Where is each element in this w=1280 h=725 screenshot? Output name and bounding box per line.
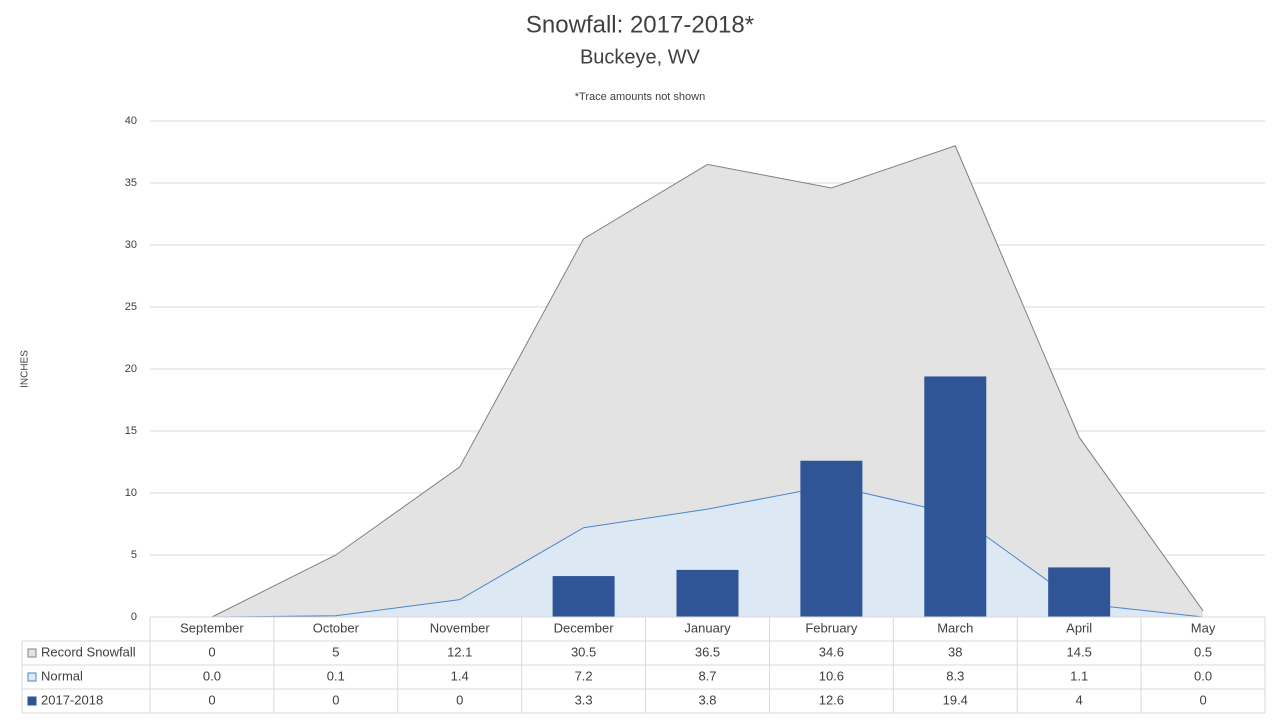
table-value: 0	[1199, 692, 1206, 707]
bar	[552, 576, 615, 617]
x-tick-label: May	[1191, 620, 1216, 635]
x-tick-label: February	[805, 620, 858, 635]
bar	[1048, 567, 1111, 617]
table-value: 0	[208, 692, 215, 707]
y-tick-label: 30	[125, 239, 137, 251]
table-value: 30.5	[571, 644, 596, 659]
table-value: 10.6	[819, 668, 844, 683]
table-value: 19.4	[943, 692, 968, 707]
bar	[800, 460, 863, 617]
table-value: 36.5	[695, 644, 720, 659]
legend-label: Record Snowfall	[41, 644, 136, 659]
y-tick-label: 35	[125, 177, 137, 189]
x-tick-label: October	[313, 620, 360, 635]
area-line	[211, 145, 1204, 618]
table-value: 0	[208, 644, 215, 659]
x-tick-label: April	[1066, 620, 1092, 635]
table-value: 0	[332, 692, 339, 707]
table-value: 5	[332, 644, 339, 659]
table-value: 12.6	[819, 692, 844, 707]
table-value: 3.3	[575, 692, 593, 707]
table-value: 0.5	[1194, 644, 1212, 659]
table-value: 0.0	[1194, 668, 1212, 683]
table-value: 3.8	[698, 692, 716, 707]
table-value: 8.7	[698, 668, 716, 683]
bar	[924, 376, 987, 617]
legend-label: 2017-2018	[41, 692, 103, 707]
table-value: 0	[456, 692, 463, 707]
area-line	[211, 485, 1204, 618]
y-tick-label: 10	[125, 487, 137, 499]
chart-note: *Trace amounts not shown	[575, 91, 705, 103]
table-value: 38	[948, 644, 962, 659]
y-tick-label: 15	[125, 425, 137, 437]
legend-key	[27, 672, 37, 682]
table-value: 1.1	[1070, 668, 1088, 683]
table-value: 7.2	[575, 668, 593, 683]
table-value: 8.3	[946, 668, 964, 683]
table-value: 0.0	[203, 668, 221, 683]
y-tick-label: 25	[125, 301, 137, 313]
y-tick-label: 0	[131, 611, 137, 623]
table-value: 12.1	[447, 644, 472, 659]
x-tick-label: November	[430, 620, 491, 635]
table-value: 1.4	[451, 668, 469, 683]
legend-key	[27, 696, 37, 706]
chart-title: Snowfall: 2017-2018*	[526, 11, 754, 38]
x-tick-label: January	[684, 620, 731, 635]
table-value: 0.1	[327, 668, 345, 683]
legend-key	[27, 648, 37, 658]
x-tick-label: September	[180, 620, 244, 635]
y-tick-label: 40	[125, 115, 137, 127]
bar	[676, 569, 739, 617]
y-axis-label: INCHES	[20, 350, 31, 388]
x-tick-label: March	[937, 620, 973, 635]
table-value: 4	[1076, 692, 1083, 707]
y-tick-label: 20	[125, 363, 137, 375]
legend-label: Normal	[41, 668, 83, 683]
chart-subtitle: Buckeye, WV	[580, 46, 701, 68]
table-value: 14.5	[1067, 644, 1092, 659]
x-tick-label: December	[554, 620, 615, 635]
y-tick-label: 5	[131, 549, 137, 561]
table-value: 34.6	[819, 644, 844, 659]
